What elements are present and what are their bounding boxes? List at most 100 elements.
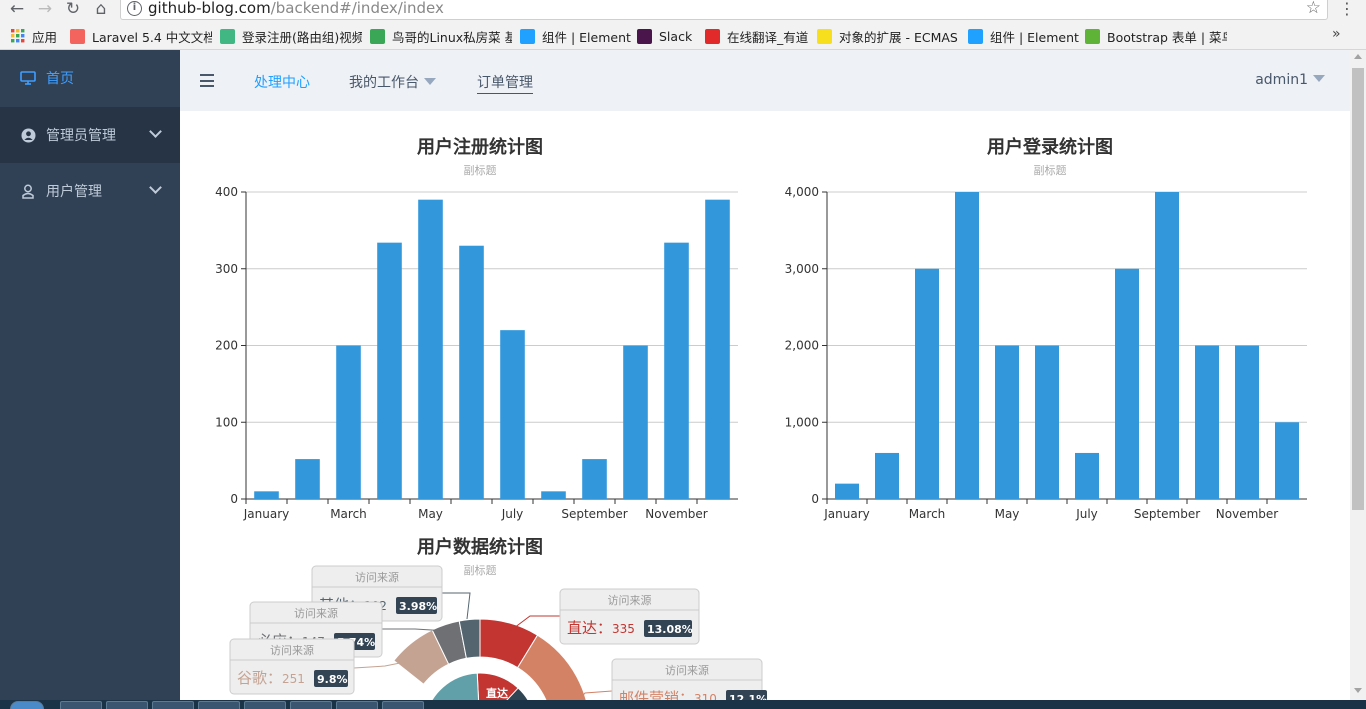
pie-slice-2 (516, 634, 587, 700)
bookmark-item[interactable]: 对象的扩展 - ECMAS (817, 27, 958, 45)
laravel-icon (70, 28, 85, 44)
bar (1195, 345, 1219, 499)
bookmark-label: 应用 (32, 29, 58, 45)
x-tick-label: May (995, 507, 1020, 521)
y-tick-label: 100 (215, 415, 238, 429)
bookmark-label: Bootstrap 表单 | 菜鸟 (1107, 29, 1227, 45)
apps-grid-icon (10, 29, 25, 44)
y-tick-label: 300 (215, 262, 238, 276)
taskbar-app[interactable] (198, 701, 240, 709)
home-icon[interactable]: ⌂ (95, 0, 107, 19)
bookmark-label: 组件 | Element (542, 29, 631, 45)
y-tick-label: 3,000 (785, 262, 819, 276)
url-path: /backend#/index/index (270, 0, 444, 17)
inner-slice-2 (506, 687, 529, 700)
y-tick-label: 4,000 (785, 185, 819, 199)
browser-menu-icon[interactable]: ⋮ (1339, 0, 1355, 18)
callout-leader-line (353, 660, 411, 669)
scroll-down-arrow-icon[interactable] (1354, 688, 1362, 693)
element-icon (520, 28, 535, 44)
sidebar-item-admin-management[interactable]: 管理员管理 (0, 107, 180, 163)
dashboard-content: 用户注册统计图 副标题 0 100 200 300 400 January March May Ju… (180, 111, 1350, 700)
taskbar-app[interactable] (290, 701, 332, 709)
sidebar-item-label: 用户管理 (46, 184, 102, 200)
top-header: 处理中心 我的工作台 订单管理 admin1 (180, 50, 1350, 111)
x-tick-label: March (909, 507, 946, 521)
nav-item-label: 我的工作台 (349, 75, 419, 91)
chevron-down-icon (149, 181, 162, 194)
browser-chrome: ← → ↻ ⌂ i github-blog.com/backend#/index… (0, 0, 1366, 50)
url-text: github-blog.com/backend#/index/index (148, 0, 444, 17)
taskbar-app[interactable] (336, 701, 378, 709)
bookmark-item[interactable]: Slack (637, 27, 692, 45)
inner-slice-label: 直达 (486, 686, 508, 700)
scroll-up-arrow-icon[interactable] (1354, 54, 1362, 59)
bar (705, 199, 730, 500)
callout-percent-text: 13.08% (647, 623, 693, 636)
bookmark-item[interactable]: 登录注册(路由组)视频 (220, 27, 362, 45)
callout-percent-text: 3.98% (399, 600, 437, 613)
sidebar-item-label: 首页 (46, 71, 74, 87)
x-tick-label: January (823, 507, 870, 521)
bookmarks-overflow-icon[interactable]: » (1332, 26, 1341, 42)
bookmark-label: 登录注册(路由组)视频 (242, 29, 362, 45)
chart-subtitle: 副标题 (1034, 163, 1067, 177)
taskbar-app[interactable] (60, 701, 102, 709)
y-tick-label: 0 (230, 492, 238, 506)
bar (955, 192, 979, 499)
x-tick-label: May (418, 507, 443, 521)
address-bar[interactable]: i github-blog.com/backend#/index/index ☆ (120, 0, 1328, 20)
bookmark-item[interactable]: 组件 | Element (520, 27, 631, 45)
bar (459, 245, 484, 499)
bar (1275, 422, 1299, 499)
inner-slice-3 (431, 672, 480, 700)
back-arrow-icon[interactable]: ← (9, 0, 25, 19)
nav-item-my-workbench[interactable]: 我的工作台 (349, 72, 436, 92)
bookmark-item[interactable]: Laravel 5.4 中文文档 (70, 27, 212, 45)
taskbar-app[interactable] (244, 701, 286, 709)
bar (336, 345, 361, 499)
callout-slice-name: 邮件营销： (619, 689, 694, 700)
user-menu[interactable]: admin1 (1255, 72, 1325, 88)
taskbar-app[interactable] (382, 701, 424, 709)
es-icon (817, 28, 832, 44)
bookmark-star-icon[interactable]: ☆ (1305, 0, 1321, 18)
callout-leader-line (578, 690, 613, 700)
nav-item-order-management[interactable]: 订单管理 (477, 72, 533, 94)
element-icon (968, 28, 983, 44)
sidebar: 首页 管理员管理 用户管理 (0, 50, 180, 709)
taskbar-app[interactable] (152, 701, 194, 709)
reload-icon[interactable]: ↻ (65, 0, 81, 19)
bookmark-item[interactable]: 组件 | Element (968, 27, 1079, 45)
taskbar-app[interactable] (106, 701, 148, 709)
bar (915, 268, 939, 499)
callout-slice-value: 310 (694, 692, 717, 700)
x-tick-label: January (243, 507, 290, 521)
user-circle-icon (20, 127, 36, 143)
x-tick-label: November (645, 507, 707, 521)
forward-arrow-icon[interactable]: → (37, 0, 53, 19)
bar (1115, 268, 1139, 499)
bookmark-label: 在线翻译_有道 (727, 29, 809, 45)
bar (295, 459, 320, 499)
bar (875, 452, 899, 499)
hamburger-menu-icon[interactable] (200, 74, 214, 87)
sidebar-item-home[interactable]: 首页 (0, 50, 180, 106)
callout-leader-line (509, 615, 560, 632)
x-tick-label: November (1216, 507, 1278, 521)
bookmark-item[interactable]: 在线翻译_有道 (705, 27, 808, 45)
callout-slice-value: 251 (282, 672, 305, 686)
bookmark-item[interactable]: 应用 (10, 27, 57, 45)
site-info-icon[interactable]: i (127, 1, 142, 16)
nav-item-processing-center[interactable]: 处理中心 (254, 75, 310, 91)
sidebar-item-user-management[interactable]: 用户管理 (0, 163, 180, 219)
bar (995, 345, 1019, 499)
bookmark-item[interactable]: 鸟哥的Linux私房菜 基 (370, 27, 512, 45)
callout-percent-badge (396, 597, 437, 614)
bookmark-item[interactable]: Bootstrap 表单 | 菜鸟 (1085, 27, 1227, 45)
bookmark-label: 组件 | Element (990, 29, 1079, 45)
scrollbar-thumb[interactable] (1352, 68, 1364, 510)
start-button[interactable] (10, 701, 44, 709)
x-tick-label: September (1134, 507, 1200, 521)
